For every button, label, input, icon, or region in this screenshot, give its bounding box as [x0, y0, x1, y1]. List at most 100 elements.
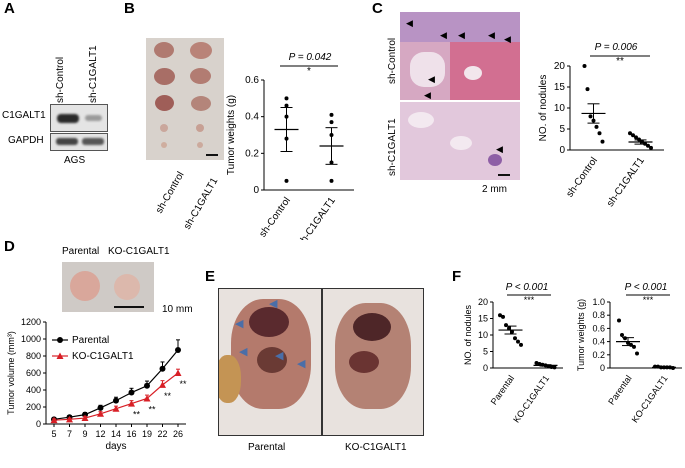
- chart-c-sig-star: **: [616, 56, 624, 67]
- chart-c-category-label: sh-C1GALT1: [605, 155, 647, 209]
- chart-d-point: [175, 347, 181, 354]
- mouse-caption-ko-c1galt1: KO-C1GALT1: [345, 442, 407, 453]
- chart-f-left-data-point: [534, 361, 539, 366]
- chart-f-right-svg: P < 0.001 *** 0 0.2 0.4 0.6 0.8 1.0 Tumor weig…: [576, 282, 682, 424]
- tumor-photo-d: [62, 262, 154, 312]
- chart-c-category-label: sh-Control: [564, 155, 599, 199]
- chart-f-left-y-tick-label: 5: [483, 347, 488, 357]
- histology-row-label-sh-c1galt1: sh-C1GALT1: [387, 118, 398, 176]
- photo-label-sh-control: sh-Control: [154, 170, 187, 216]
- panel-label-d: D: [4, 238, 15, 255]
- chart-f-right-plot: 0 0.2 0.4 0.6 0.8 1.0 Tumor weights (g) Parenta…: [576, 297, 682, 424]
- chart-f-right-y-axis-label: Tumor weights (g): [576, 299, 586, 371]
- chart-f-left-svg: P < 0.001 *** 0 5 10 15 20 NO. of nodules Pare…: [463, 282, 563, 424]
- chart-c-data-point: [628, 131, 632, 136]
- chart-d-point: [143, 395, 151, 402]
- chart-d-sig-mark: **: [164, 391, 172, 401]
- chart-d-point: [159, 381, 166, 388]
- chart-d-x-tick-label: 12: [95, 429, 105, 439]
- chart-c-data-point: [588, 114, 593, 119]
- chart-d-x-axis-label: days: [105, 441, 126, 452]
- chart-f-left-category-label: Parental: [489, 373, 516, 406]
- chart-f-left-y-axis-label: NO. of nodules: [463, 304, 473, 365]
- chart-b-data-point: [329, 112, 334, 117]
- chart-d-y-tick-label: 400: [26, 385, 41, 395]
- chart-d-series-line: [53, 372, 179, 421]
- chart-d-x-tick-label: 9: [82, 429, 87, 439]
- chart-c-data-point: [594, 124, 599, 129]
- chart-f-left-y-tick-label: 15: [478, 314, 488, 324]
- chart-f-right-y-tick-label: 1.0: [592, 297, 605, 307]
- panel-label-b: B: [124, 0, 135, 17]
- chart-d-x-tick-label: 7: [67, 429, 72, 439]
- chart-f-left-data-point: [498, 313, 502, 318]
- chart-f-left-data-point: [516, 339, 520, 344]
- chart-d-point: [128, 389, 135, 396]
- chart-f-left-y-tick-label: 0: [483, 363, 488, 373]
- chart-d-point: [112, 405, 120, 412]
- chart-c-p-value: P = 0.006: [595, 42, 638, 53]
- chart-b-category-label: sh-C1GALT1: [296, 195, 338, 240]
- western-blot-c1galt1: [50, 104, 108, 132]
- chart-f-left-sig-star: ***: [524, 295, 535, 305]
- histology-scale-label: 2 mm: [482, 184, 507, 195]
- band-label-gapdh: GAPDH: [8, 135, 44, 146]
- chart-d-y-tick-label: 600: [26, 368, 41, 378]
- band-label-c1galt1: C1GALT1: [2, 110, 46, 121]
- chart-f-left-data-point: [552, 365, 557, 370]
- chart-b-data-point: [329, 120, 334, 125]
- mouse-photo-ko-c1galt1: [322, 288, 424, 436]
- chart-f-right-data-point: [623, 336, 627, 341]
- chart-d-point: [97, 410, 104, 417]
- photo-label-sh-c1galt1: sh-C1GALT1: [182, 176, 221, 232]
- panel-label-f: F: [452, 268, 462, 285]
- chart-f-right-y-tick-label: 0.6: [592, 323, 605, 333]
- panel-label-e: E: [205, 268, 216, 285]
- chart-f-left-data-point: [513, 336, 517, 341]
- chart-f-left-category-label: KO-C1GALT1: [511, 373, 551, 424]
- chart-c-y-tick-label: 0: [559, 145, 565, 156]
- chart-f-right-y-tick-label: 0: [600, 363, 605, 373]
- chart-c-y-tick-label: 20: [554, 61, 566, 72]
- chart-b-data-point: [284, 178, 289, 183]
- chart-f-left-p-value: P < 0.001: [506, 282, 549, 293]
- chart-d-y-tick-label: 1000: [21, 334, 41, 344]
- panel-label-a: A: [4, 0, 15, 17]
- chart-d-sig-mark: **: [133, 410, 141, 420]
- chart-c-plot: 0 5 10 15 20 NO. of nodules sh-Control sh-C1GAL…: [538, 61, 664, 209]
- chart-d-point: [97, 404, 104, 411]
- chart-b-y-tick-label: 0.2: [245, 148, 259, 159]
- photo-label-parental: Parental: [62, 246, 100, 257]
- chart-f-right-y-tick-label: 0.8: [592, 310, 605, 320]
- chart-f-right-y-tick-label: 0.4: [592, 337, 605, 347]
- chart-f-right-sig-star: ***: [643, 295, 654, 305]
- chart-c-data-point: [646, 143, 650, 148]
- chart-d-x-tick-label: 26: [173, 429, 183, 439]
- chart-d-y-axis-label: Tumor volume (mm³): [6, 331, 16, 415]
- chart-f-right-y-tick-label: 0.2: [592, 350, 605, 360]
- chart-c-data-point: [649, 145, 653, 150]
- chart-d-plot: 0 200 400 600 800 1000 1200 5 7 9 12 14 16 19 22 26 days…: [6, 317, 187, 452]
- chart-d-x-tick-label: 5: [51, 429, 56, 439]
- chart-c-data-point: [582, 64, 587, 68]
- chart-d-sig-mark: **: [179, 379, 187, 389]
- chart-d-point: [66, 415, 73, 423]
- chart-b-plot: 0 0.2 0.4 0.6 Tumor weights (g) sh-Control sh-…: [226, 75, 354, 240]
- chart-b-data-point: [284, 103, 289, 108]
- chart-f-right-p-value: P < 0.001: [625, 282, 668, 293]
- chart-b-sig-star: *: [307, 66, 311, 77]
- tumor-photo-b: [146, 38, 224, 160]
- chart-b-data-point: [329, 178, 334, 183]
- chart-c-svg: P = 0.006 ** 0 5 10 15 20 NO. of nodules sh-Co…: [538, 42, 664, 209]
- chart-c-data-point: [631, 133, 635, 138]
- histology-sh-control: ◀ ◀ ◀ ◀ ◀ ◀ ◀: [400, 12, 520, 100]
- chart-f-right-data-point: [635, 351, 639, 356]
- chart-f-left-data-point: [519, 342, 523, 347]
- photo-scale-label: 10 mm: [162, 304, 193, 315]
- chart-f-left-y-tick-label: 20: [478, 297, 488, 307]
- chart-d-legend-label: KO-C1GALT1: [72, 351, 134, 362]
- chart-f-left-data-point: [501, 314, 505, 319]
- chart-d-y-tick-label: 1200: [21, 317, 41, 327]
- chart-b-y-tick-label: 0: [253, 185, 259, 196]
